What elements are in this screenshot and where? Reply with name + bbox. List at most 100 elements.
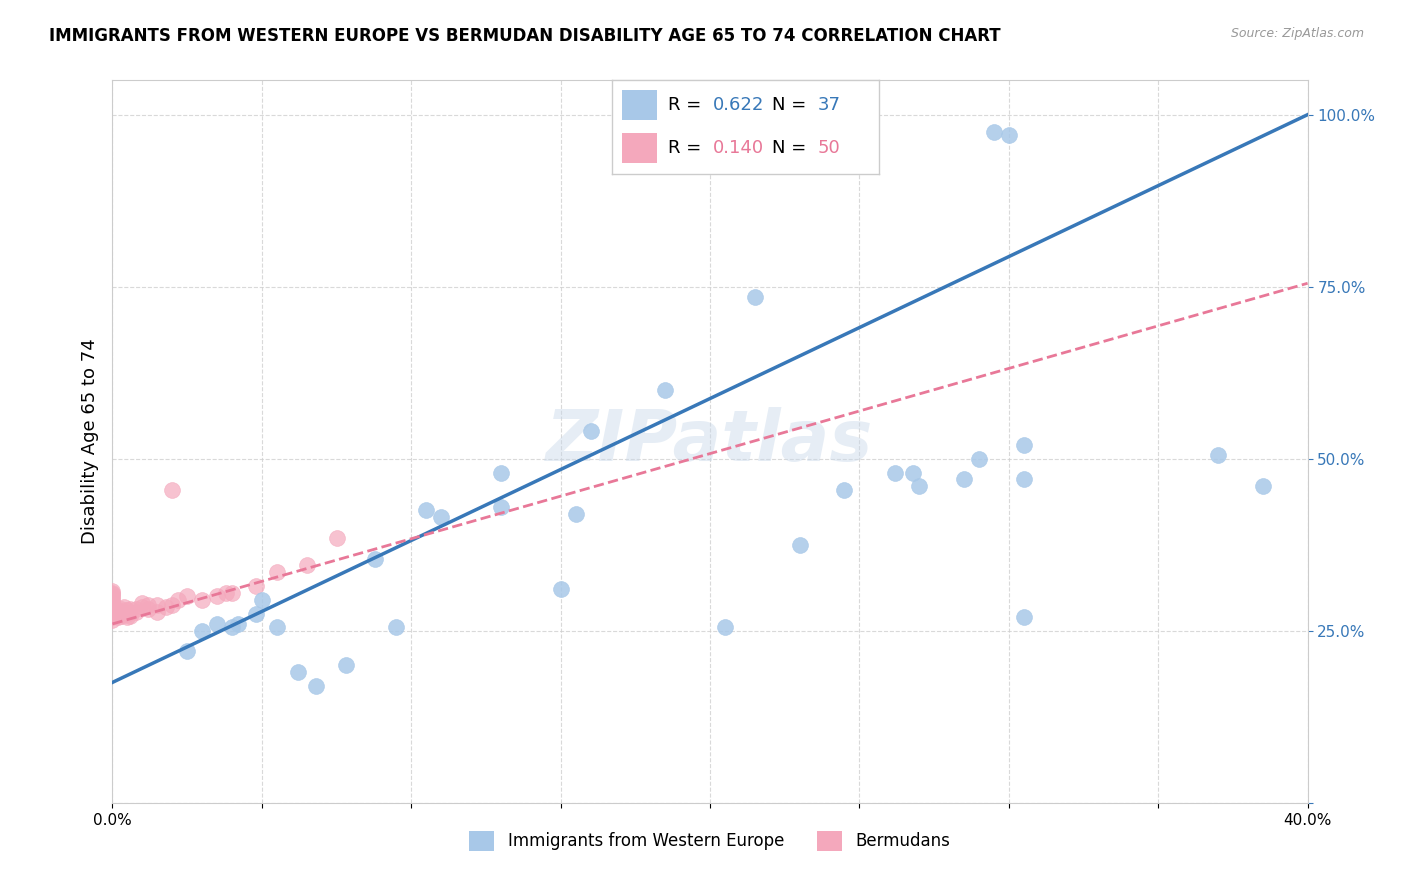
Point [215,586,238,600]
Point [335,658,357,673]
Point [489,466,512,480]
Point [295,558,318,573]
Point [155,599,177,614]
Point [1012,472,1035,486]
Point [550,582,572,597]
Point [101,587,124,601]
Point [1012,610,1035,624]
Point [245,579,267,593]
Point [162,598,183,612]
Text: IMMIGRANTS FROM WESTERN EUROPE VS BERMUDAN DISABILITY AGE 65 TO 74 CORRELATION C: IMMIGRANTS FROM WESTERN EUROPE VS BERMUD… [49,27,1001,45]
Point [107,603,129,617]
Point [101,599,124,613]
Legend: Immigrants from Western Europe, Bermudans: Immigrants from Western Europe, Bermudan… [461,822,959,860]
Point [101,591,124,605]
Point [191,592,214,607]
Point [131,599,153,614]
Point [430,510,453,524]
Point [250,592,273,607]
Point [110,601,132,615]
Point [266,566,288,580]
Point [120,608,142,623]
Point [146,598,169,612]
Point [967,451,990,466]
Text: 0.622: 0.622 [713,95,765,113]
Point [205,590,228,604]
Point [1251,479,1274,493]
Point [364,551,387,566]
Point [114,605,135,619]
Point [125,605,148,619]
Point [138,601,160,615]
Point [1012,438,1035,452]
Point [998,128,1021,143]
Y-axis label: Disability Age 65 to 74: Disability Age 65 to 74 [80,339,98,544]
Point [120,601,142,615]
Point [107,610,129,624]
Point [908,479,931,493]
Point [167,592,190,607]
Text: R =: R = [668,139,707,157]
Point [579,424,602,438]
Point [287,665,309,679]
Point [101,583,124,598]
Point [385,620,408,634]
Point [884,466,907,480]
Text: Source: ZipAtlas.com: Source: ZipAtlas.com [1230,27,1364,40]
Point [138,598,160,612]
Point [191,624,214,638]
Point [101,599,124,614]
Point [176,644,198,658]
Text: R =: R = [668,95,707,113]
Point [489,500,512,514]
Point [245,607,267,621]
Point [221,620,243,634]
Point [415,503,437,517]
Point [714,620,737,634]
Point [789,538,811,552]
Point [101,607,124,621]
Point [107,607,129,621]
Point [266,620,288,634]
Point [834,483,856,497]
Point [221,586,243,600]
Point [117,607,139,621]
Point [101,614,124,628]
Point [903,466,925,480]
Point [101,605,124,619]
Text: 37: 37 [817,95,841,113]
Point [953,472,976,486]
Point [564,507,586,521]
Text: ZIPatlas: ZIPatlas [547,407,873,476]
Point [1206,448,1229,462]
Point [176,590,198,604]
Text: 0.140: 0.140 [713,139,765,157]
FancyBboxPatch shape [623,133,657,162]
Point [101,586,124,600]
Point [101,592,124,607]
Text: 50: 50 [817,139,839,157]
Point [114,599,135,614]
Point [101,603,124,617]
Point [101,596,124,610]
Point [117,610,139,624]
Point [744,290,766,304]
Text: N =: N = [772,95,811,113]
Point [117,603,139,617]
Point [110,607,132,621]
Point [101,595,124,609]
Point [110,608,132,623]
Point [162,483,183,497]
Point [325,531,347,545]
Point [125,601,148,615]
Text: N =: N = [772,139,811,157]
Point [226,616,249,631]
Point [101,590,124,604]
Point [101,601,124,615]
Point [205,616,228,631]
FancyBboxPatch shape [623,89,657,120]
Point [305,679,328,693]
Point [131,596,153,610]
Point [983,125,1005,139]
Point [146,605,169,619]
